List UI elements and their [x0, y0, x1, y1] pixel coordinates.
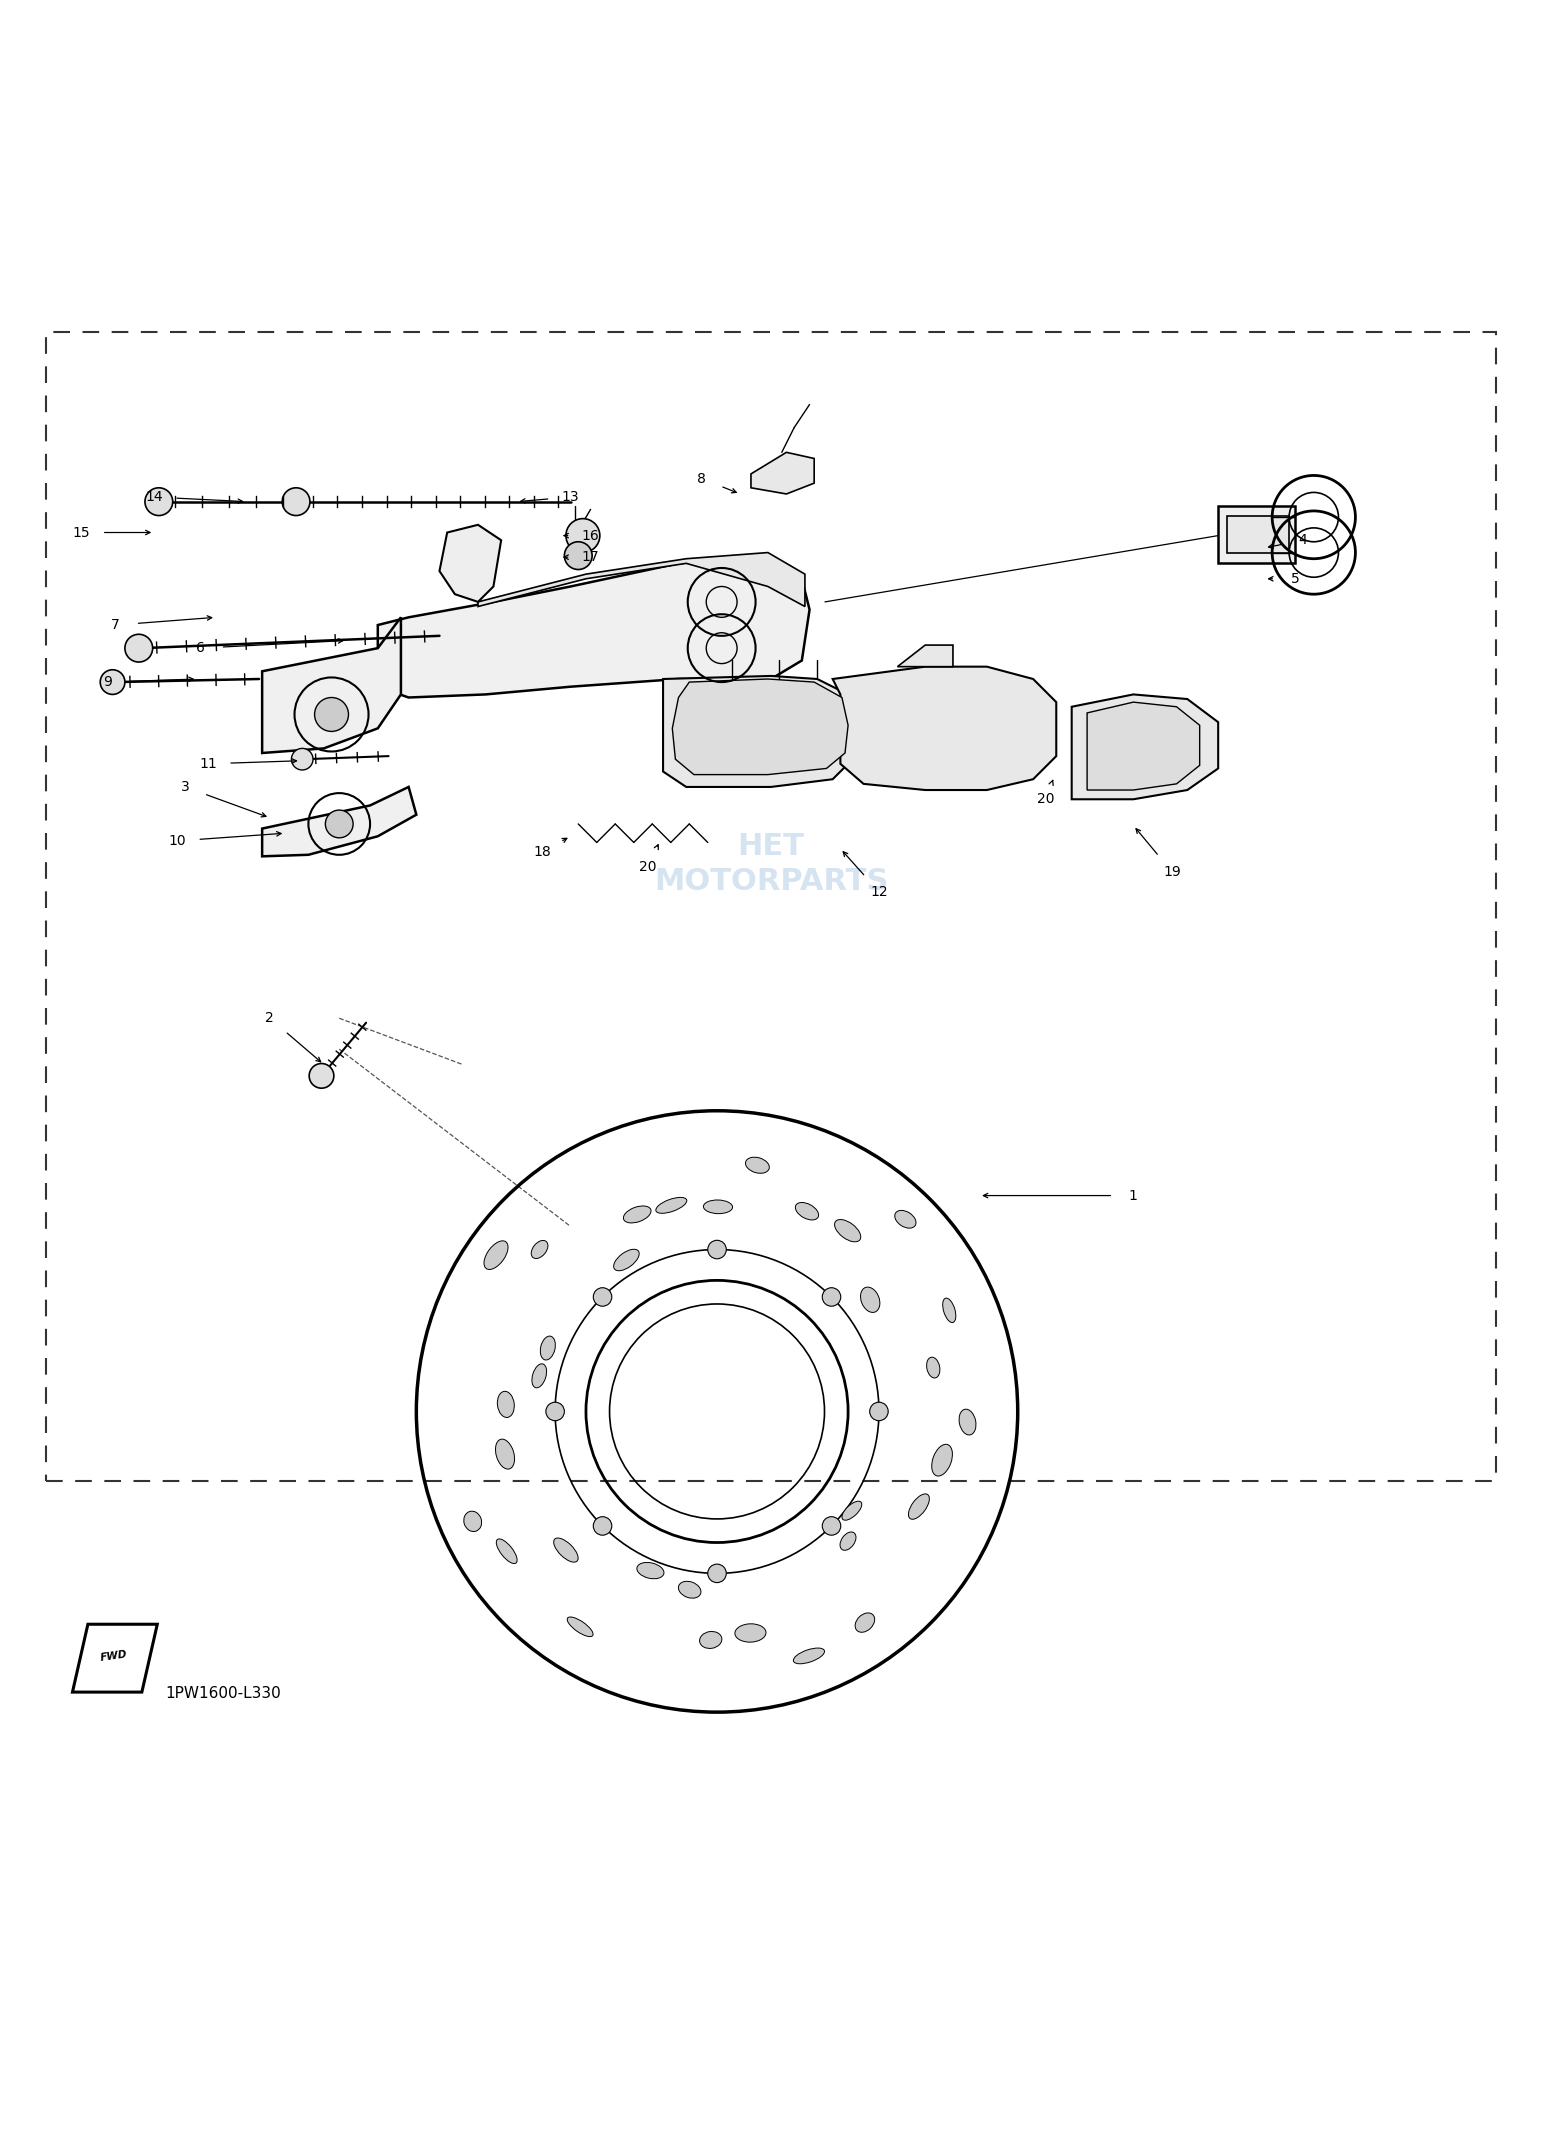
Text: 1: 1 — [1129, 1188, 1138, 1203]
Text: 16: 16 — [581, 528, 600, 543]
Ellipse shape — [703, 1201, 732, 1214]
Ellipse shape — [540, 1337, 555, 1360]
Ellipse shape — [834, 1220, 860, 1241]
Text: 20: 20 — [638, 860, 657, 875]
Ellipse shape — [856, 1614, 874, 1633]
Ellipse shape — [942, 1299, 956, 1322]
Ellipse shape — [927, 1356, 941, 1377]
Text: 9: 9 — [103, 675, 113, 690]
Circle shape — [594, 1516, 612, 1535]
Ellipse shape — [908, 1495, 930, 1520]
Text: 18: 18 — [534, 845, 552, 858]
Text: 12: 12 — [870, 886, 888, 898]
Polygon shape — [1227, 515, 1289, 554]
Bar — [46, 332, 1496, 1482]
Text: 6: 6 — [196, 641, 205, 656]
Ellipse shape — [495, 1439, 515, 1469]
Text: 10: 10 — [168, 835, 187, 847]
Polygon shape — [378, 556, 810, 698]
Polygon shape — [262, 617, 401, 754]
Ellipse shape — [842, 1501, 862, 1520]
Circle shape — [291, 749, 313, 771]
Circle shape — [822, 1516, 840, 1535]
Polygon shape — [478, 554, 805, 607]
Text: 5: 5 — [1291, 573, 1300, 585]
Polygon shape — [897, 645, 953, 666]
Ellipse shape — [745, 1158, 769, 1173]
Circle shape — [594, 1288, 612, 1307]
Text: 20: 20 — [1036, 792, 1055, 807]
Ellipse shape — [840, 1533, 856, 1550]
Ellipse shape — [678, 1582, 702, 1599]
Text: 17: 17 — [581, 549, 600, 564]
Ellipse shape — [614, 1250, 640, 1271]
Ellipse shape — [894, 1211, 916, 1228]
Ellipse shape — [554, 1537, 578, 1563]
Ellipse shape — [793, 1648, 825, 1663]
Ellipse shape — [623, 1205, 651, 1222]
Text: 13: 13 — [561, 490, 580, 505]
Text: 3: 3 — [180, 779, 190, 794]
Text: 2: 2 — [265, 1011, 274, 1026]
Polygon shape — [833, 666, 1056, 790]
Text: 8: 8 — [697, 471, 706, 485]
Ellipse shape — [484, 1241, 507, 1269]
Polygon shape — [262, 788, 416, 856]
Ellipse shape — [655, 1196, 686, 1214]
Text: 19: 19 — [1163, 864, 1181, 879]
Ellipse shape — [464, 1512, 481, 1531]
Text: HET
MOTORPARTS: HET MOTORPARTS — [654, 832, 888, 896]
Circle shape — [325, 809, 353, 839]
Circle shape — [708, 1565, 726, 1582]
Circle shape — [870, 1403, 888, 1420]
Circle shape — [708, 1241, 726, 1258]
Ellipse shape — [860, 1288, 880, 1311]
Text: 7: 7 — [111, 617, 120, 632]
Ellipse shape — [532, 1365, 546, 1388]
Polygon shape — [439, 526, 501, 603]
Circle shape — [546, 1403, 564, 1420]
Text: 11: 11 — [199, 756, 217, 771]
Text: FWD: FWD — [100, 1650, 128, 1663]
Circle shape — [315, 698, 348, 732]
Ellipse shape — [736, 1624, 766, 1641]
Ellipse shape — [532, 1241, 547, 1258]
Ellipse shape — [796, 1203, 819, 1220]
Ellipse shape — [959, 1409, 976, 1435]
Polygon shape — [1087, 703, 1200, 790]
Ellipse shape — [700, 1631, 722, 1648]
Polygon shape — [751, 451, 814, 494]
Ellipse shape — [567, 1618, 594, 1637]
Polygon shape — [672, 679, 848, 775]
Circle shape — [282, 488, 310, 515]
Polygon shape — [1072, 694, 1218, 798]
Circle shape — [125, 634, 153, 662]
Ellipse shape — [497, 1539, 517, 1563]
Circle shape — [564, 541, 592, 571]
Text: 14: 14 — [145, 490, 163, 505]
Circle shape — [310, 1064, 335, 1088]
Ellipse shape — [931, 1443, 953, 1475]
Circle shape — [100, 671, 125, 694]
Text: 1PW1600-L330: 1PW1600-L330 — [165, 1686, 282, 1701]
Polygon shape — [1218, 507, 1295, 564]
Ellipse shape — [498, 1392, 515, 1418]
Text: 15: 15 — [72, 526, 91, 539]
Polygon shape — [663, 675, 856, 788]
Ellipse shape — [637, 1563, 665, 1580]
Circle shape — [145, 488, 173, 515]
Text: 4: 4 — [1298, 532, 1308, 547]
Circle shape — [566, 519, 600, 554]
Circle shape — [822, 1288, 840, 1307]
